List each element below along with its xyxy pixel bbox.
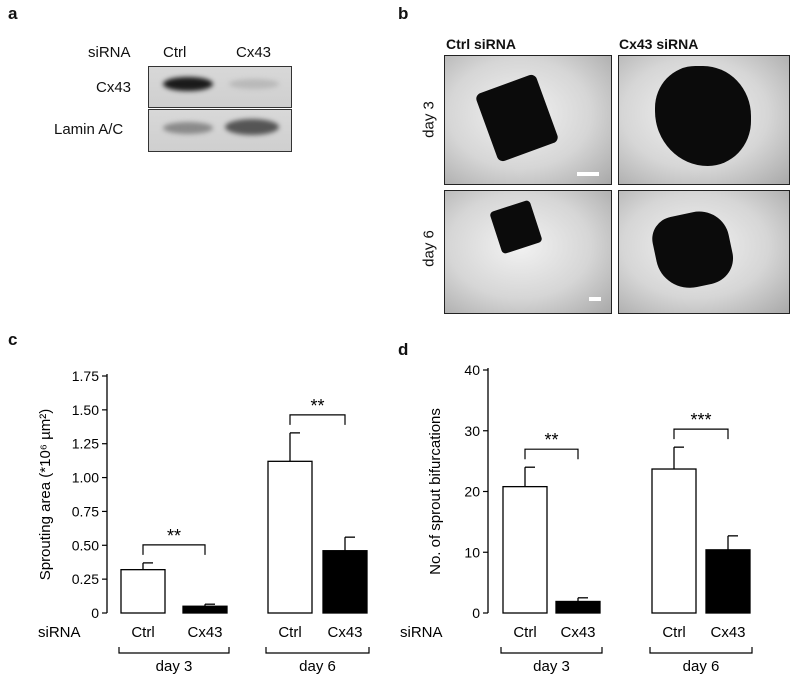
- chart-sprouting-area: 0 0.25 0.50 0.75 1.00 1.25 1.50 1.75 Sprouting a…: [37, 368, 370, 675]
- y-axis-label: Sprouting area (*10⁶ µm²): [37, 409, 54, 581]
- micrograph-ctrl-day6: [444, 190, 612, 314]
- panel-label-d: d: [398, 340, 409, 359]
- group-label: day 6: [683, 658, 720, 675]
- bar: [267, 460, 313, 614]
- group-label: day 6: [299, 658, 336, 675]
- panel-label-a: a: [8, 4, 18, 23]
- y-tick-label: 1.50: [72, 402, 99, 418]
- micrograph-ctrl-day3: [444, 55, 612, 185]
- category-label: Cx43: [187, 624, 222, 641]
- bar: [182, 605, 228, 614]
- column-header-ctrl-sirna: Ctrl siRNA: [446, 36, 517, 52]
- group-label: day 3: [156, 658, 193, 675]
- y-tick-label: 30: [464, 423, 480, 439]
- group-bracket: [265, 647, 370, 654]
- bar: [651, 468, 697, 614]
- y-tick-label: 0.50: [72, 537, 99, 553]
- group-bracket: [118, 647, 230, 654]
- y-tick-label: 0.25: [72, 571, 99, 587]
- blot-column-ctrl: Ctrl: [163, 44, 187, 61]
- y-tick-label: 1.75: [72, 368, 99, 384]
- blot-row-label-cx43: Cx43: [96, 79, 132, 96]
- group-bracket: [500, 647, 603, 654]
- bar: [555, 600, 601, 614]
- category-label: Ctrl: [513, 624, 536, 641]
- significance-bracket: [289, 414, 346, 425]
- y-tick-label: 40: [464, 362, 480, 378]
- significance-bracket: [524, 448, 579, 460]
- significance-bracket: [142, 544, 206, 555]
- category-label: Cx43: [560, 624, 595, 641]
- blot-column-cx43: Cx43: [236, 44, 272, 61]
- y-tick-label: 0: [472, 605, 480, 621]
- y-tick-label: 0: [91, 605, 99, 621]
- y-tick-label: 1.00: [72, 470, 99, 486]
- bar: [502, 485, 548, 614]
- sirna-label: siRNA: [38, 624, 81, 641]
- blot-lamin: [148, 109, 292, 152]
- blot-row-label-lamin: Lamin A/C: [54, 121, 124, 138]
- micrograph-cx43-day6: [618, 190, 790, 314]
- significance-stars: **: [167, 526, 181, 546]
- y-tick-label: 0.75: [72, 503, 99, 519]
- group-label: day 3: [533, 658, 570, 675]
- bar: [322, 550, 368, 614]
- micrograph-cx43-day3: [618, 55, 790, 185]
- significance-bracket: [673, 428, 729, 440]
- category-label: Cx43: [327, 624, 362, 641]
- blot-cx43: [148, 66, 292, 108]
- category-label: Ctrl: [662, 624, 685, 641]
- panel-label-b: b: [398, 4, 409, 23]
- bar: [705, 549, 751, 614]
- category-label: Ctrl: [278, 624, 301, 641]
- row-label-day3: day 3: [420, 101, 438, 138]
- blot-sirna-label: siRNA: [88, 44, 131, 61]
- y-tick-label: 10: [464, 544, 480, 560]
- scale-bar: [589, 297, 601, 301]
- category-label: Ctrl: [131, 624, 154, 641]
- column-header-cx43-sirna: Cx43 siRNA: [619, 36, 699, 52]
- significance-stars: **: [544, 430, 558, 450]
- bar: [120, 569, 166, 614]
- significance-stars: ***: [690, 410, 711, 430]
- sirna-label: siRNA: [400, 624, 443, 641]
- row-label-day6: day 6: [420, 230, 438, 267]
- y-tick-label: 1.25: [72, 436, 99, 452]
- significance-stars: **: [310, 396, 324, 416]
- y-tick-label: 20: [464, 484, 480, 500]
- scale-bar: [577, 172, 599, 176]
- group-bracket: [649, 647, 753, 654]
- y-axis-label: No. of sprout bifurcations: [427, 408, 444, 575]
- panel-label-c: c: [8, 330, 18, 349]
- category-label: Cx43: [710, 624, 745, 641]
